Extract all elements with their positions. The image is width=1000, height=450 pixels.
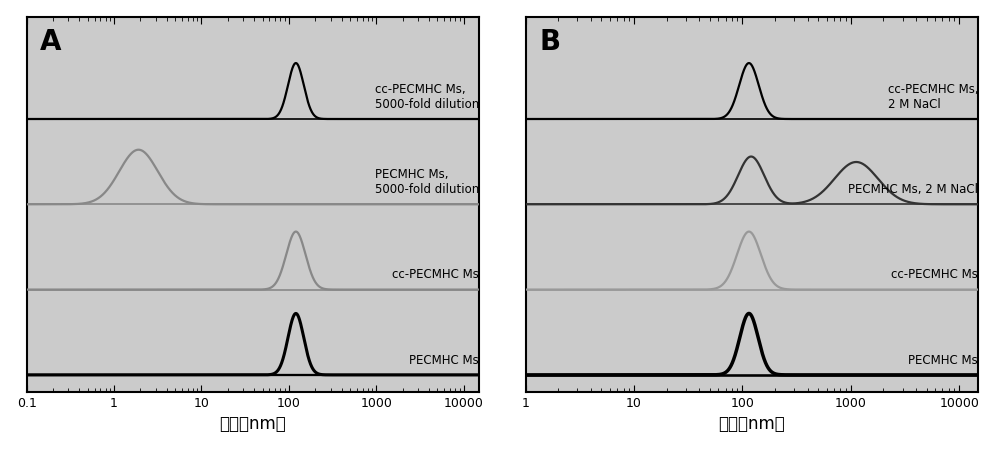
Text: A: A (40, 28, 62, 56)
Text: cc-PECMHC Ms,
2 M NaCl: cc-PECMHC Ms, 2 M NaCl (888, 83, 978, 111)
X-axis label: 粒径（nm）: 粒径（nm） (219, 415, 286, 433)
Text: PECMHC Ms, 2 M NaCl: PECMHC Ms, 2 M NaCl (848, 183, 978, 196)
X-axis label: 粒径（nm）: 粒径（nm） (719, 415, 785, 433)
Text: PECMHC Ms,
5000-fold dilution: PECMHC Ms, 5000-fold dilution (375, 168, 479, 196)
Text: PECMHC Ms: PECMHC Ms (908, 354, 978, 367)
Text: PECMHC Ms: PECMHC Ms (409, 354, 479, 367)
Text: cc-PECMHC Ms,
5000-fold dilution: cc-PECMHC Ms, 5000-fold dilution (375, 83, 479, 111)
Text: B: B (539, 28, 560, 56)
Text: cc-PECMHC Ms: cc-PECMHC Ms (392, 268, 479, 281)
Text: cc-PECMHC Ms: cc-PECMHC Ms (891, 268, 978, 281)
